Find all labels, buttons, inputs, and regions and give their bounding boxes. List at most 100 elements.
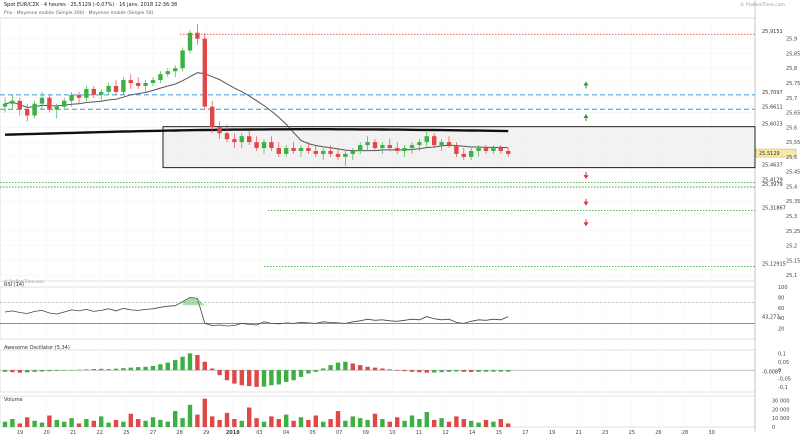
rsi-last-value: 43,277 bbox=[762, 314, 780, 320]
volume-bar bbox=[284, 414, 289, 427]
candle-body bbox=[17, 100, 22, 110]
candle-body bbox=[202, 38, 207, 107]
candle-body bbox=[165, 71, 170, 75]
volume-tick-label: 30 000 bbox=[772, 398, 790, 404]
x-tick-label: 11 bbox=[416, 430, 422, 436]
x-tick-label: 17 bbox=[522, 430, 528, 436]
volume-bar bbox=[365, 419, 370, 427]
ao-bar bbox=[10, 370, 15, 373]
ao-bar bbox=[476, 370, 481, 372]
ao-bar bbox=[343, 361, 348, 371]
candle-body bbox=[210, 106, 215, 128]
x-tick-label: 23 bbox=[602, 430, 608, 436]
candle-body bbox=[372, 142, 378, 149]
candle-body bbox=[239, 136, 244, 143]
price-tick-label: 25,3 bbox=[786, 214, 797, 220]
candle-body bbox=[446, 142, 452, 146]
volume-bar bbox=[158, 419, 163, 427]
volume-bar bbox=[25, 417, 30, 427]
x-tick-label: 30 bbox=[708, 430, 714, 436]
ao-bar bbox=[335, 362, 341, 371]
ao-bar bbox=[32, 370, 37, 372]
ao-bar bbox=[158, 364, 163, 371]
ao-bar bbox=[446, 370, 452, 372]
ao-bar bbox=[306, 370, 311, 374]
volume-label: Volume bbox=[4, 397, 23, 403]
x-tick-label: 28 bbox=[176, 430, 182, 436]
ao-bar bbox=[232, 370, 237, 384]
volume-bar bbox=[224, 412, 230, 427]
candle-body bbox=[232, 139, 237, 143]
y-axes: 25,9 25,85 25,8 25,75 25,7 25,65 25,6 25,55 25,5… bbox=[772, 37, 800, 431]
rsi-tick-label: 80 bbox=[778, 295, 784, 301]
volume-bar bbox=[461, 419, 466, 427]
ao-bar bbox=[483, 370, 489, 372]
ao-tick-label: 0,1 bbox=[778, 351, 786, 357]
candle-body bbox=[313, 150, 318, 154]
candle-body bbox=[143, 83, 148, 86]
candle-body bbox=[498, 148, 503, 151]
candle-body bbox=[402, 148, 407, 151]
ao-bar bbox=[358, 365, 363, 371]
volume-bar bbox=[165, 421, 170, 427]
candle-body bbox=[150, 80, 156, 84]
price-level-label: 25,4637 bbox=[762, 163, 783, 169]
candle-body bbox=[506, 150, 511, 154]
volume-bar bbox=[187, 404, 193, 427]
ao-bar bbox=[247, 370, 252, 387]
ao-bar bbox=[395, 370, 400, 371]
volume-bar bbox=[143, 420, 148, 427]
ao-bar bbox=[291, 370, 296, 381]
candle-body bbox=[276, 148, 281, 154]
price-tick-label: 25,45 bbox=[786, 170, 800, 176]
candle-body bbox=[99, 91, 104, 95]
ao-bar bbox=[269, 370, 274, 386]
x-tick-label: 12 bbox=[442, 430, 448, 436]
watermark-top: © ProRealTime.com bbox=[740, 1, 785, 8]
volume-bar bbox=[69, 418, 74, 427]
candle-body bbox=[432, 136, 437, 146]
volume-bar bbox=[217, 419, 222, 427]
ao-bar bbox=[202, 361, 207, 371]
ao-bar bbox=[128, 367, 133, 371]
price-tick-label: 25,6 bbox=[786, 125, 797, 131]
chart-title: Spot EUR/CZK · 4 heures · 25,5129 (-0,07… bbox=[4, 2, 177, 8]
ao-bar bbox=[113, 368, 119, 371]
price-level-label: 25,12915 bbox=[762, 261, 786, 267]
volume-bar bbox=[291, 420, 296, 427]
ao-bar bbox=[195, 355, 200, 371]
x-tick-label: 15 bbox=[496, 430, 502, 436]
ao-bar bbox=[313, 370, 318, 372]
volume-bar bbox=[39, 422, 45, 427]
volume-bar bbox=[506, 423, 511, 427]
candle-body bbox=[380, 145, 385, 149]
ao-bar bbox=[417, 370, 422, 373]
candle-body bbox=[173, 68, 178, 72]
x-tick-label: 29 bbox=[203, 430, 209, 436]
candle-body bbox=[328, 150, 333, 154]
ao-bar bbox=[136, 367, 141, 371]
volume-pane: Volume bbox=[2, 397, 511, 427]
ao-bar bbox=[491, 370, 496, 372]
volume-bar bbox=[84, 419, 89, 427]
volume-bar bbox=[395, 417, 400, 427]
ao-bar bbox=[402, 370, 407, 372]
signal-arrows bbox=[583, 81, 589, 227]
candle-body bbox=[39, 97, 45, 104]
volume-bar bbox=[498, 419, 503, 427]
volume-bar bbox=[306, 419, 311, 427]
rsi-tick-label: 20 bbox=[778, 327, 784, 333]
ao-bar bbox=[276, 370, 281, 385]
arrow-down-icon bbox=[583, 222, 589, 227]
ao-bar bbox=[298, 370, 304, 377]
ao-bar bbox=[187, 353, 193, 371]
price-tick-label: 25,9 bbox=[786, 37, 797, 43]
ao-bar bbox=[321, 368, 326, 371]
watermark-bottom: © ProRealTime.com bbox=[4, 279, 44, 284]
ao-bar bbox=[173, 360, 178, 371]
price-level-label: 25,4129 bbox=[762, 178, 783, 184]
candle-body bbox=[187, 32, 193, 51]
volume-bar bbox=[446, 421, 452, 427]
rsi-tick-label: 100 bbox=[778, 285, 788, 291]
ao-bar bbox=[350, 363, 355, 371]
